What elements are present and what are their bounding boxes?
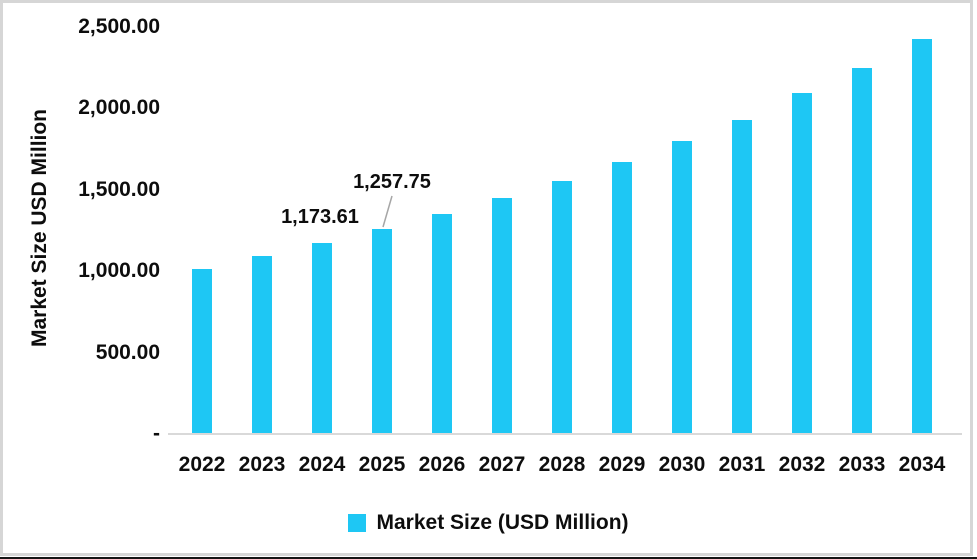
data-label-2024: 1,173.61 (281, 205, 359, 228)
bar-2022 (192, 269, 212, 433)
screenshot-bottom-edge (0, 557, 977, 559)
y-tick-label: 1,500.00 (78, 177, 160, 201)
bar-2028 (552, 181, 572, 433)
x-tick-label-2025: 2025 (358, 453, 406, 476)
x-tick-label-2030: 2030 (658, 453, 706, 476)
bar-2024 (312, 242, 332, 433)
y-axis-title: Market Size USD Million (28, 108, 51, 348)
bar-2032 (792, 93, 812, 433)
y-tick-label: - (153, 422, 160, 445)
x-tick-label-2032: 2032 (778, 453, 826, 476)
bar-2027 (492, 198, 512, 433)
x-tick-label-2028: 2028 (538, 453, 586, 476)
y-tick-label: 2,500.00 (78, 14, 160, 38)
data-label-2025: 1,257.75 (353, 170, 431, 193)
x-tick-label-2027: 2027 (478, 453, 526, 476)
legend-label: Market Size (USD Million) (376, 511, 629, 534)
x-tick-label-2033: 2033 (838, 453, 886, 476)
bar-2033 (852, 68, 872, 433)
y-tick-label: 2,000.00 (78, 96, 160, 119)
bar-2026 (432, 213, 452, 433)
bar-2034 (912, 38, 932, 433)
x-tick-label-2034: 2034 (898, 453, 946, 476)
x-tick-label-2029: 2029 (598, 453, 646, 476)
x-axis-line (168, 433, 962, 435)
bar-2030 (672, 141, 692, 433)
bar-2023 (252, 255, 272, 433)
x-tick-label-2026: 2026 (418, 453, 466, 476)
legend: Market Size (USD Million) (0, 511, 977, 535)
legend-swatch-icon (348, 514, 367, 532)
bar-2025 (372, 228, 392, 433)
y-tick-label: 1,000.00 (78, 259, 160, 282)
x-tick-label-2024: 2024 (298, 453, 346, 476)
x-tick-label-2022: 2022 (178, 453, 226, 476)
x-tick-label-2031: 2031 (718, 453, 766, 476)
bar-2029 (612, 162, 632, 433)
bar-2031 (732, 120, 752, 433)
x-tick-label-2023: 2023 (238, 453, 286, 476)
y-tick-label: 500.00 (95, 340, 160, 364)
